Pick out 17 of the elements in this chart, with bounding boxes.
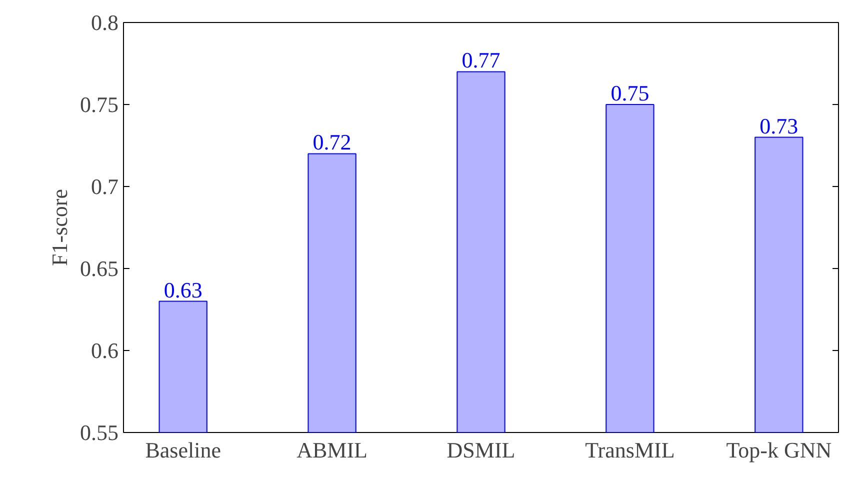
- x-tick-label: Baseline: [145, 438, 221, 462]
- y-tick-label: 0.8: [91, 10, 118, 35]
- y-tick-label: 0.7: [91, 174, 118, 199]
- x-tick-label: Top-k GNN: [726, 438, 832, 462]
- data-label: 0.73: [760, 113, 798, 138]
- data-label: 0.63: [164, 277, 202, 302]
- x-tick-label: TransMIL: [585, 438, 675, 462]
- x-tick-label: ABMIL: [296, 438, 368, 462]
- data-label: 0.72: [312, 130, 352, 155]
- y-tick-label: 0.65: [80, 256, 118, 281]
- x-tick-label: DSMIL: [446, 438, 516, 462]
- y-tick-label: 0.55: [80, 420, 118, 445]
- y-tick-label: 0.6: [91, 338, 118, 363]
- y-tick-label: 0.75: [80, 92, 118, 117]
- data-label: 0.75: [610, 80, 650, 106]
- data-label: 0.77: [462, 48, 500, 73]
- y-axis-title: F1-score: [47, 189, 72, 266]
